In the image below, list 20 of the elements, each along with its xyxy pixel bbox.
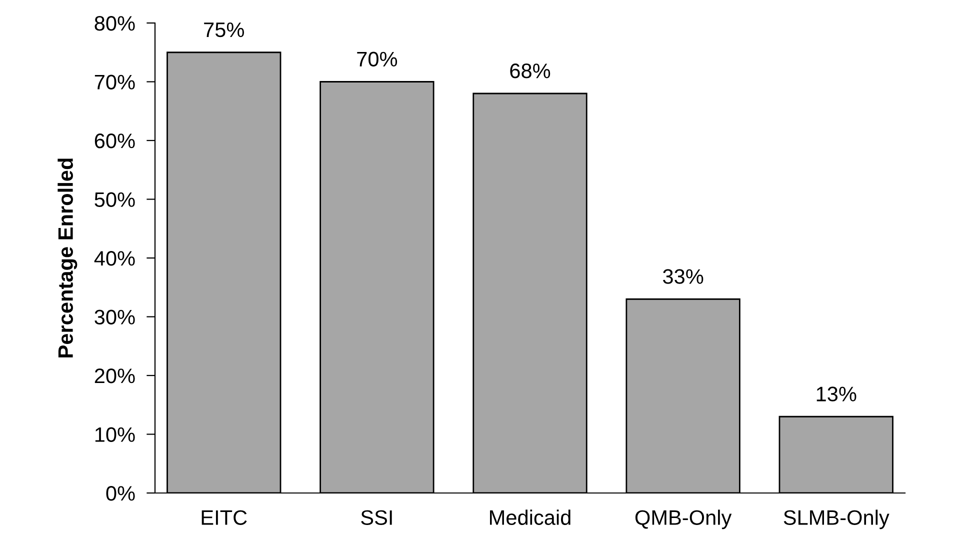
y-tick-label: 20% — [94, 368, 135, 384]
data-label: 75% — [204, 22, 244, 38]
y-tick-label: 30% — [94, 310, 135, 325]
y-tick-label: 40% — [94, 251, 135, 266]
x-tick-label: SSI — [361, 510, 392, 525]
x-tick-label: SLMB-Only — [784, 510, 890, 530]
x-tick-label: EITC — [202, 510, 247, 525]
x-tick-label: QMB-Only — [635, 510, 732, 530]
y-axis-title: Percentage Enrolled — [58, 158, 78, 358]
data-label: 33% — [663, 269, 704, 284]
y-tick-label: 60% — [94, 134, 135, 148]
y-tick-label: 80% — [94, 16, 135, 31]
y-tick-label: 0% — [106, 486, 135, 501]
data-label: 13% — [816, 386, 856, 402]
y-tick-label: 70% — [94, 74, 135, 90]
x-tick-label: Medicaid — [490, 510, 570, 525]
y-tick-label: 50% — [94, 192, 135, 208]
y-tick-label: 10% — [95, 427, 135, 442]
data-label: 68% — [510, 64, 550, 78]
data-label: 70% — [357, 52, 398, 67]
